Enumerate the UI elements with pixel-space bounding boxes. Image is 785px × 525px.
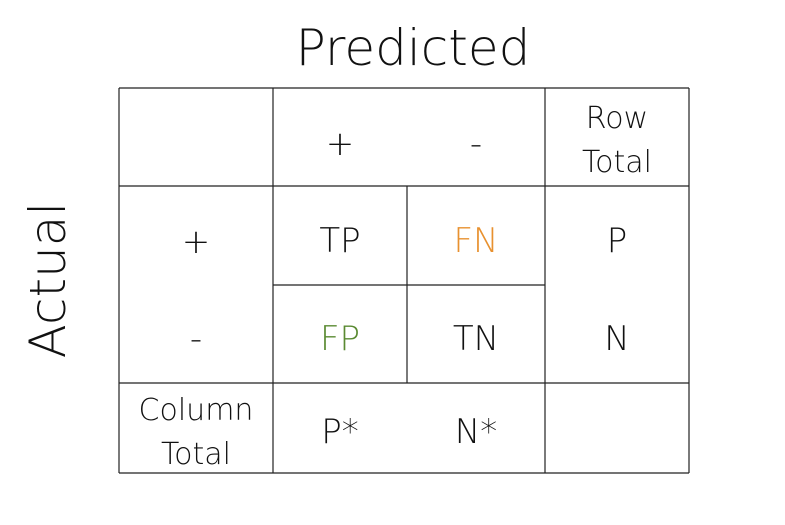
row-actual-negative: - [190, 319, 202, 359]
header-row-total-line2: Total [582, 145, 652, 180]
row-total-n: N [604, 319, 629, 359]
footer-column-total-line2: Total [161, 437, 231, 472]
cell-tp: TP [319, 221, 360, 261]
actual-axis-label: Actual [19, 202, 77, 359]
header-row-total-line1: Row [586, 101, 648, 136]
cell-tn: TN [453, 319, 499, 359]
header-predicted-positive: + [326, 124, 355, 164]
row-total-p: P [607, 221, 628, 261]
matrix-grid [118, 87, 690, 474]
header-predicted-negative: - [470, 124, 482, 164]
cell-fp: FP [320, 319, 360, 359]
cell-fn: FN [454, 221, 499, 261]
footer-column-total-line1: Column [139, 393, 254, 428]
column-total-p-star: P* [321, 412, 359, 452]
predicted-axis-label: Predicted [296, 19, 531, 77]
column-total-n-star: N* [455, 412, 497, 452]
row-actual-positive: + [182, 222, 211, 262]
